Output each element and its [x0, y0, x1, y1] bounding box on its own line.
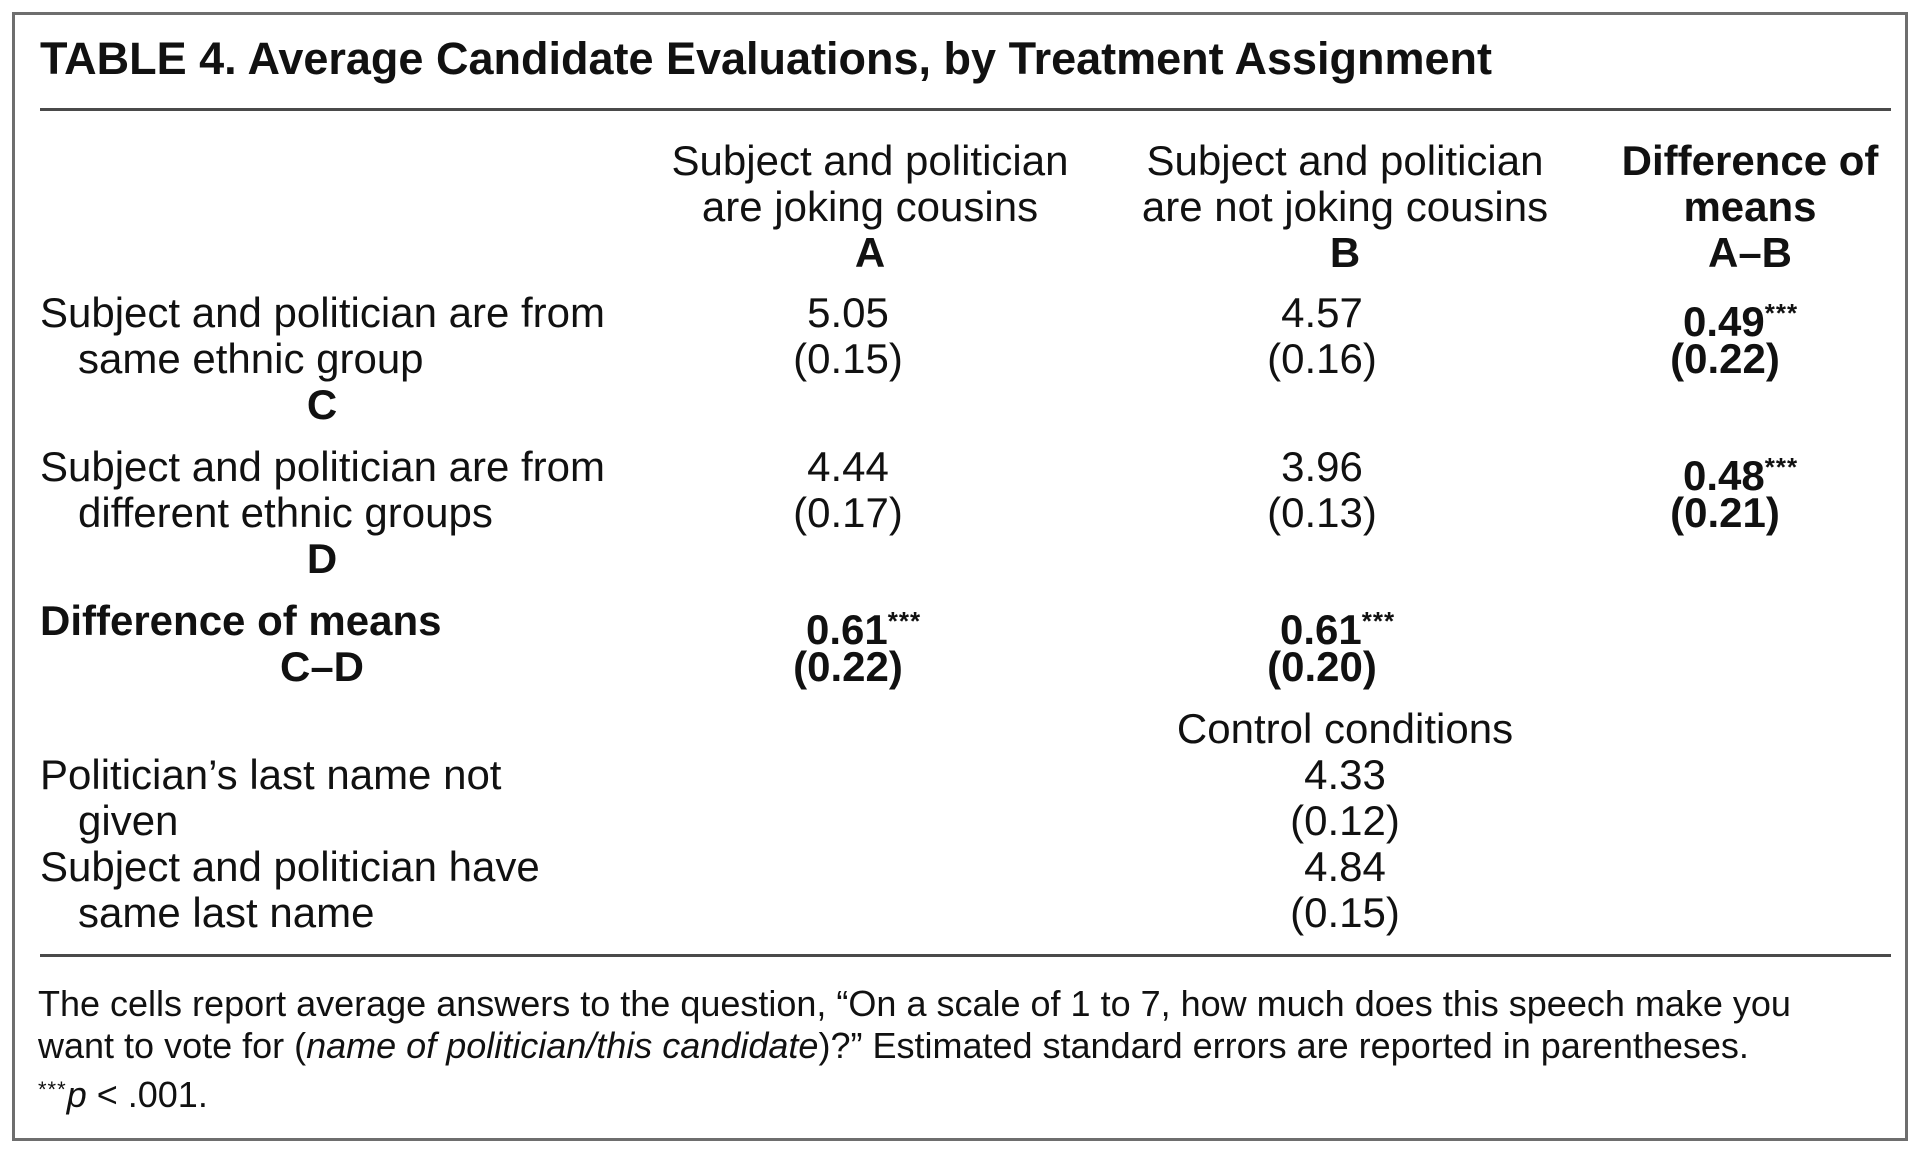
diff-row-label-line1: Difference of means	[40, 597, 442, 644]
row-c-a-mean: 5.05	[807, 289, 889, 336]
control-row-2-label-line1: Subject and politician have	[40, 843, 540, 890]
row-c-a-se: (0.15)	[793, 335, 903, 382]
significance-stars: ***	[887, 606, 922, 636]
significance-stars: ***	[1361, 606, 1396, 636]
control-row-1-mean: 4.33	[1304, 751, 1386, 798]
bottom-rule	[40, 954, 1891, 957]
table-note-line3: ***p < .001.	[38, 1074, 208, 1115]
col-diff-header-line2: means	[1683, 183, 1817, 230]
col-b-header-line2: are not joking cousins	[1141, 183, 1549, 230]
row-d-a-se: (0.17)	[793, 489, 903, 536]
table-note-line2: want to vote for (name of politician/thi…	[38, 1025, 1749, 1066]
row-c-diff-se: (0.22)	[1670, 335, 1780, 382]
col-diff-header-line1: Difference of	[1621, 137, 1879, 184]
diff-row-a-se: (0.22)	[793, 643, 903, 690]
diff-row-b-mean: 0.61***	[1280, 606, 1396, 653]
col-a-header-line1: Subject and politician	[671, 137, 1069, 184]
row-d-letter: D	[306, 535, 338, 582]
control-row-2-mean: 4.84	[1304, 843, 1386, 890]
diff-row-a-mean: 0.61***	[806, 606, 922, 653]
col-b-letter: B	[1329, 229, 1361, 276]
row-d-a-mean: 4.44	[807, 443, 889, 490]
row-c-letter: C	[306, 381, 338, 428]
row-d-diff-se: (0.21)	[1670, 489, 1780, 536]
row-c-b-se: (0.16)	[1267, 335, 1377, 382]
table-note-line1: The cells report average answers to the …	[38, 983, 1791, 1024]
row-d-diff-mean: 0.48***	[1683, 452, 1799, 499]
row-d-label-line1: Subject and politician are from	[40, 443, 605, 490]
control-row-2-label-line2: same last name	[78, 889, 375, 936]
control-row-1-se: (0.12)	[1290, 797, 1400, 844]
diff-row-label-line2: C–D	[279, 643, 365, 690]
control-row-1-label-line1: Politician’s last name not	[40, 751, 502, 798]
significance-stars: ***	[1764, 298, 1799, 328]
row-c-diff-mean: 0.49***	[1683, 298, 1799, 345]
col-b-header-line1: Subject and politician	[1146, 137, 1544, 184]
row-c-label-line1: Subject and politician are from	[40, 289, 605, 336]
row-c-b-mean: 4.57	[1281, 289, 1363, 336]
control-row-1-label-line2: given	[78, 797, 179, 844]
row-d-label-line2: different ethnic groups	[78, 489, 493, 536]
row-d-b-se: (0.13)	[1267, 489, 1377, 536]
col-diff-letter: A–B	[1707, 229, 1793, 276]
significance-stars: ***	[1764, 452, 1799, 482]
diff-row-b-se: (0.20)	[1267, 643, 1377, 690]
row-c-label-line2: same ethnic group	[78, 335, 424, 382]
col-a-header-line2: are joking cousins	[701, 183, 1039, 230]
row-d-b-mean: 3.96	[1281, 443, 1363, 490]
table-title: TABLE 4. Average Candidate Evaluations, …	[40, 33, 1493, 84]
control-heading: Control conditions	[1176, 705, 1514, 752]
top-rule	[40, 108, 1891, 111]
control-row-2-se: (0.15)	[1290, 889, 1400, 936]
col-a-letter: A	[854, 229, 886, 276]
table-frame	[12, 12, 1908, 1141]
